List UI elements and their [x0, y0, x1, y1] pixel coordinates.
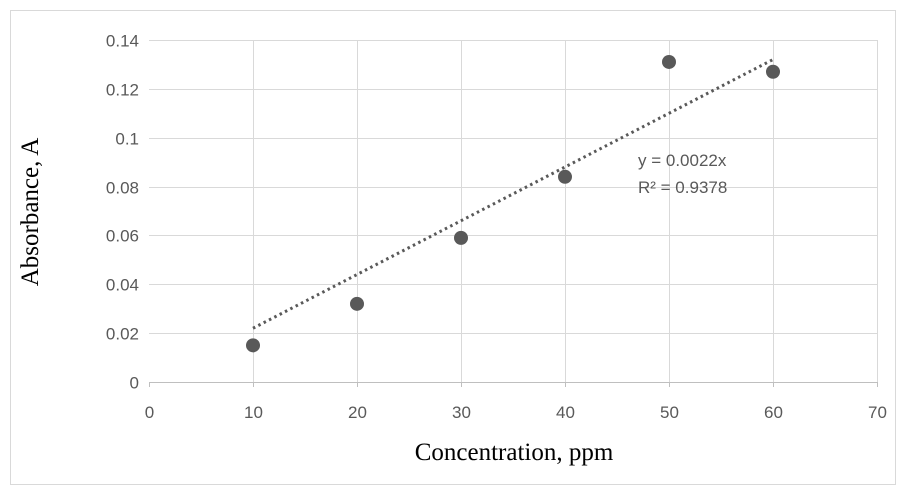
x-tick-label: 20 [348, 403, 367, 422]
data-point [662, 54, 676, 69]
axes [149, 382, 878, 387]
y-tick-label: 0.1 [115, 130, 139, 149]
y-axis-title: Absorbance, A [17, 138, 44, 287]
trendline [252, 58, 774, 330]
y-tick-label: 0.14 [106, 32, 139, 51]
x-tick-label: 30 [452, 403, 471, 422]
x-tick-label: 10 [244, 403, 263, 422]
y-tick-label: 0.08 [106, 179, 139, 198]
data-point [246, 338, 260, 353]
x-tick-label: 60 [764, 403, 783, 422]
x-tick-label: 0 [145, 403, 154, 422]
x-axis-title: Concentration, ppm [415, 439, 614, 466]
x-tick-labels: 0 10 20 30 40 50 60 70 [145, 403, 887, 422]
r-squared-label: R² = 0.9378 [638, 178, 727, 197]
y-tick-label: 0.02 [106, 325, 139, 344]
x-tick-label: 40 [556, 403, 575, 422]
grid-lines [149, 40, 878, 382]
data-points [246, 54, 780, 353]
y-tick-label: 0.12 [106, 81, 139, 100]
y-tick-label: 0.06 [106, 227, 139, 246]
y-tick-label: 0 [130, 374, 139, 393]
data-point [558, 169, 572, 184]
x-tick-label: 50 [660, 403, 679, 422]
data-point [766, 64, 780, 79]
y-tick-labels: 0 0.02 0.04 0.06 0.08 0.1 0.12 0.14 [106, 32, 139, 393]
trendline-equation: y = 0.0022x [638, 151, 727, 170]
x-tick-label: 70 [868, 403, 887, 422]
trendline-path [252, 58, 774, 330]
data-point [454, 230, 468, 245]
y-tick-label: 0.04 [106, 276, 139, 295]
data-point [350, 296, 364, 311]
